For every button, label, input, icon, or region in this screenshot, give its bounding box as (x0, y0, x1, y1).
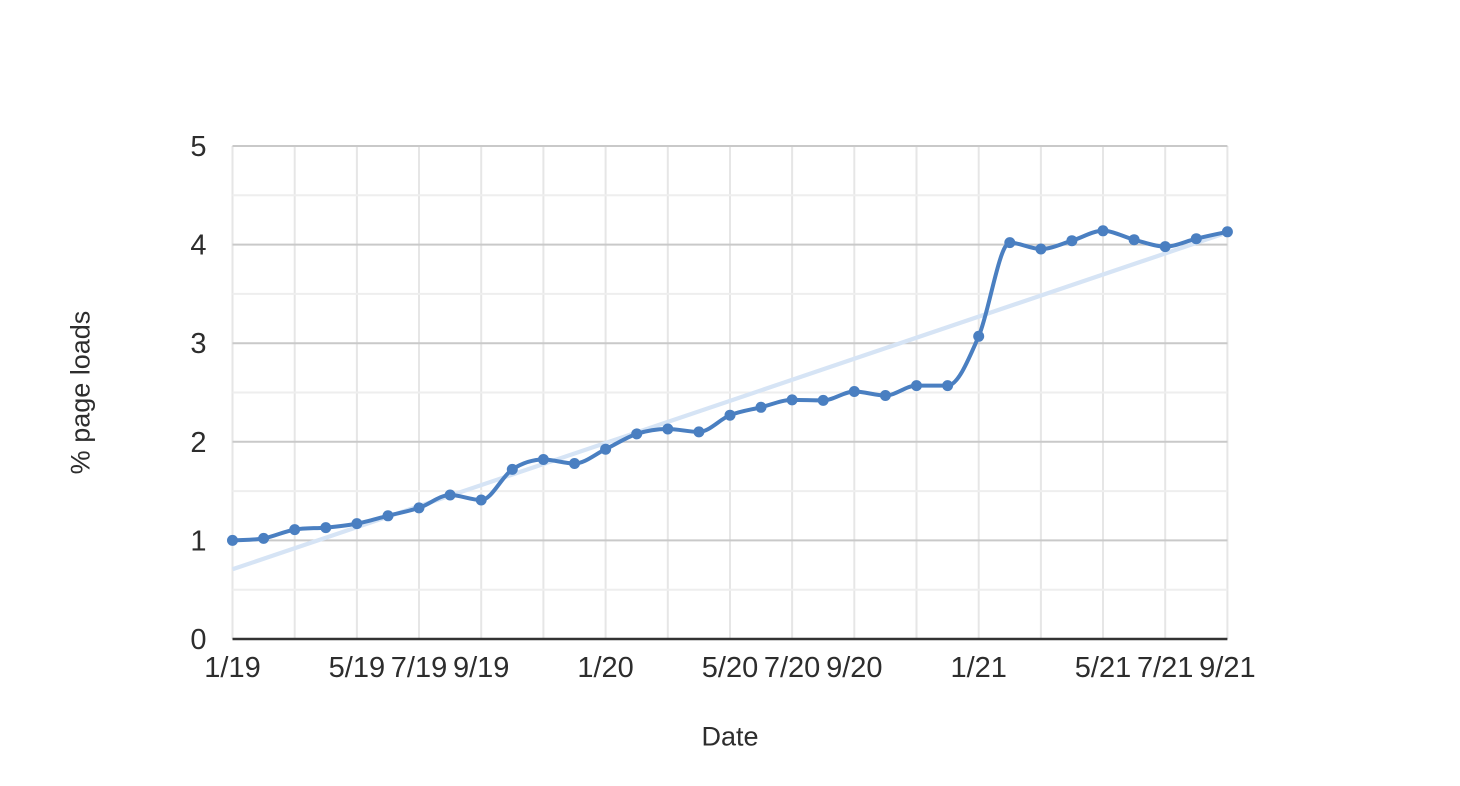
svg-text:2: 2 (190, 427, 206, 459)
svg-text:1: 1 (190, 525, 206, 557)
svg-text:9/21: 9/21 (1199, 652, 1255, 684)
svg-text:4: 4 (190, 230, 206, 262)
svg-text:% page loads: % page loads (65, 311, 95, 475)
svg-text:7/19: 7/19 (391, 652, 447, 684)
svg-text:7/21: 7/21 (1137, 652, 1193, 684)
svg-text:9/19: 9/19 (453, 652, 509, 684)
svg-text:Date: Date (701, 722, 758, 752)
svg-text:1/20: 1/20 (577, 652, 633, 684)
svg-text:5/20: 5/20 (702, 652, 758, 684)
svg-text:3: 3 (190, 328, 206, 360)
svg-text:9/20: 9/20 (826, 652, 882, 684)
svg-text:0: 0 (190, 624, 206, 656)
svg-text:7/20: 7/20 (764, 652, 820, 684)
svg-text:5/21: 5/21 (1075, 652, 1131, 684)
svg-text:1/19: 1/19 (204, 652, 260, 684)
svg-text:1/21: 1/21 (950, 652, 1006, 684)
svg-text:5/19: 5/19 (329, 652, 385, 684)
svg-text:5: 5 (190, 131, 206, 163)
